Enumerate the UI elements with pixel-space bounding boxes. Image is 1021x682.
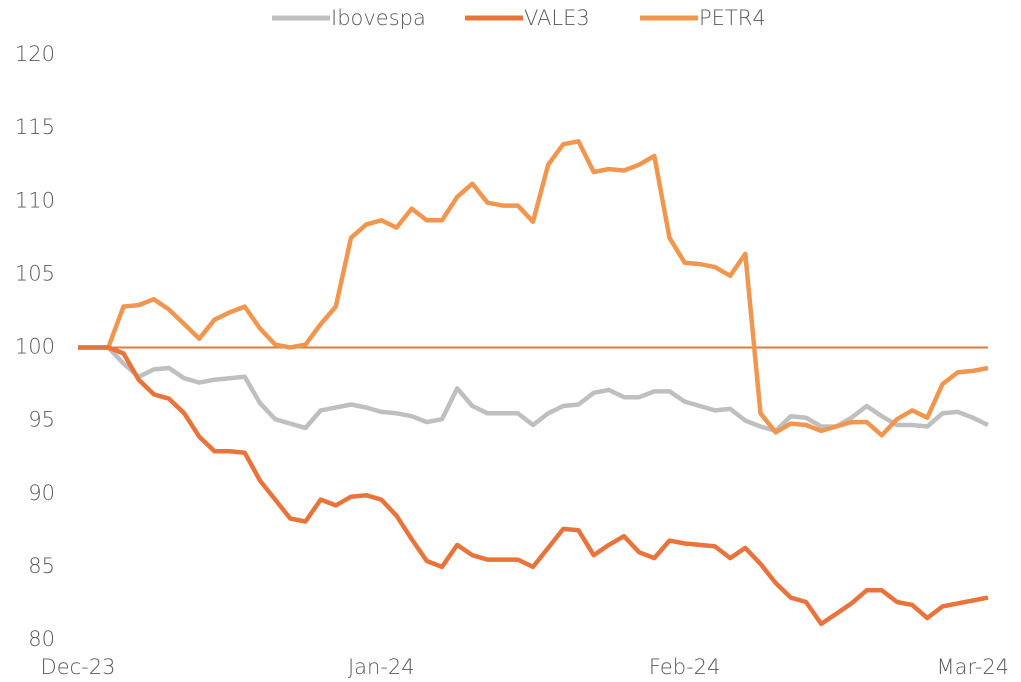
- y-tick-label: 100: [15, 335, 55, 359]
- y-tick-label: 120: [15, 42, 55, 66]
- legend-label: VALE3: [524, 6, 590, 30]
- y-tick-label: 115: [15, 115, 55, 139]
- series-line: [78, 345, 989, 434]
- x-tick-label: Dec-23: [41, 655, 116, 679]
- y-tick-label: 85: [28, 554, 55, 578]
- y-tick-label: 80: [28, 627, 55, 651]
- legend-label: Ibovespa: [331, 6, 426, 30]
- legend-label: PETR4: [699, 6, 766, 30]
- series-line: [78, 345, 989, 627]
- x-tick-label: Feb-24: [649, 655, 720, 679]
- y-tick-label: 90: [28, 481, 55, 505]
- y-tick-label: 105: [15, 261, 55, 285]
- x-tick-label: Mar-24: [937, 655, 1010, 679]
- series-line: [78, 139, 989, 438]
- x-tick-label: Jan-24: [348, 655, 415, 679]
- y-tick-label: 95: [28, 408, 55, 432]
- y-tick-label: 110: [15, 188, 55, 212]
